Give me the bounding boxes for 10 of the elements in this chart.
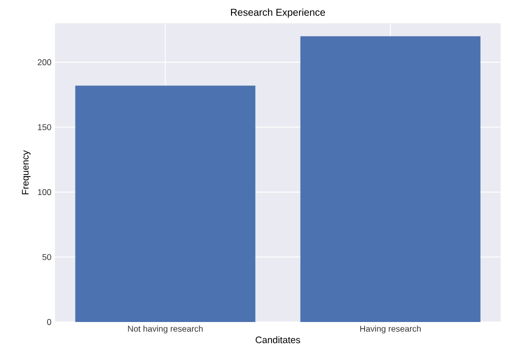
x-tick-label: Having research: [360, 326, 421, 334]
y-tick-label: 150: [38, 124, 52, 130]
chart-title: Research Experience: [231, 8, 326, 18]
y-axis-title: Frequency: [22, 150, 31, 194]
x-axis-title: Canditates: [256, 336, 300, 344]
y-tick-label: 200: [38, 59, 52, 66]
y-tick-label: 0: [47, 319, 52, 325]
y-tick-label: 100: [38, 189, 52, 196]
x-tick-label: Not having research: [128, 326, 203, 334]
y-tick-label: 50: [42, 254, 52, 260]
